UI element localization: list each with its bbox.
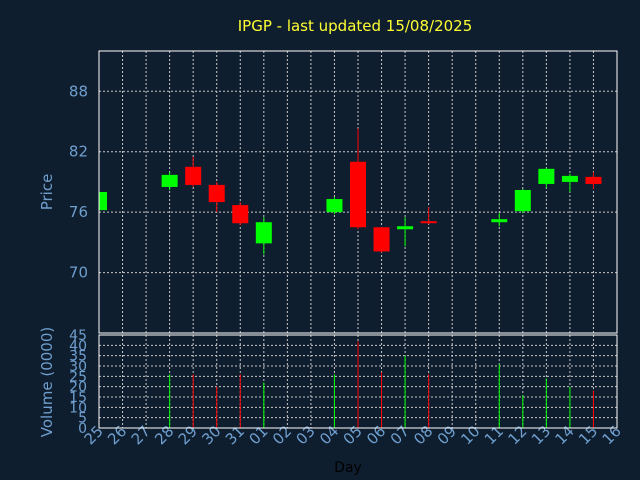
candle-body — [208, 184, 225, 203]
candle — [350, 128, 366, 230]
candle-body — [514, 189, 531, 212]
candle — [397, 217, 414, 247]
x-tick-label: 06 — [363, 422, 389, 448]
candle — [98, 189, 107, 213]
price-tick-label: 88 — [69, 82, 88, 100]
x-tick-label: 07 — [387, 422, 413, 448]
candle — [208, 181, 225, 213]
candle-body — [161, 174, 178, 187]
candle-body — [491, 219, 508, 223]
x-tick-label: 04 — [316, 422, 342, 448]
volume-tick-label: 0 — [78, 421, 87, 437]
candle-body — [397, 226, 414, 230]
price-plot-frame — [98, 50, 618, 334]
x-tick-label: 01 — [245, 422, 271, 448]
x-tick-labels: 2526272829303101020304050607080910111213… — [81, 422, 625, 448]
candle-body — [99, 192, 107, 211]
volume-tick-label: 25 — [69, 369, 87, 385]
candlestick-series — [98, 128, 602, 255]
x-tick-label: 05 — [340, 422, 366, 448]
volume-series — [169, 341, 594, 428]
volume-axis-label: Volume (0000) — [38, 327, 56, 437]
candle — [373, 227, 390, 253]
candle — [585, 171, 602, 189]
candle — [232, 202, 249, 226]
x-tick-label: 15 — [575, 422, 601, 448]
candle-body — [326, 199, 343, 213]
volume-tick-label: 35 — [69, 349, 87, 365]
x-tick-label: 14 — [552, 422, 578, 448]
candle-body — [373, 227, 390, 252]
volume-tick-label: 5 — [78, 411, 87, 427]
candle — [185, 156, 202, 187]
x-tick-label: 29 — [175, 422, 201, 448]
x-tick-label: 26 — [104, 422, 130, 448]
x-tick-label: 03 — [293, 422, 319, 448]
volume-tick-label: 15 — [69, 390, 87, 406]
x-tick-label: 13 — [528, 422, 554, 448]
x-tick-label: 02 — [269, 422, 295, 448]
price-tick-label: 76 — [69, 203, 88, 221]
x-tick-label: 27 — [128, 422, 154, 448]
x-tick-label: 30 — [198, 422, 224, 448]
price-tick-label: 82 — [69, 143, 88, 161]
candle — [420, 207, 437, 225]
volume-plot-frame — [98, 334, 618, 429]
candle-body — [350, 161, 366, 228]
x-tick-label: 28 — [151, 422, 177, 448]
x-tick-label: 09 — [434, 422, 460, 448]
candle — [514, 188, 531, 214]
price-tick-label: 70 — [69, 264, 88, 282]
chart-title: IPGP - last updated 15/08/2025 — [238, 17, 473, 35]
price-axis-label: Price — [38, 174, 56, 211]
volume-tick-label: 40 — [69, 338, 87, 354]
candle-body — [538, 168, 555, 184]
candle-body — [561, 175, 578, 182]
volume-tick-label: 30 — [69, 359, 87, 375]
x-tick-label: 12 — [504, 422, 530, 448]
x-axis-label: Day — [334, 460, 362, 476]
x-tick-label: 16 — [599, 422, 625, 448]
candle — [491, 213, 508, 227]
candle-body — [420, 221, 437, 224]
candle — [161, 171, 178, 190]
x-tick-label: 31 — [222, 422, 248, 448]
candle-body — [232, 205, 249, 224]
x-tick-label: 10 — [457, 422, 483, 448]
candle-body — [185, 166, 202, 185]
candle — [255, 217, 272, 255]
price-tick-labels: 70 76 82 88 — [69, 82, 88, 281]
candle — [326, 197, 343, 215]
x-tick-label: 08 — [410, 422, 436, 448]
candle — [538, 167, 555, 188]
x-tick-label: 11 — [481, 422, 507, 448]
candle-body — [255, 222, 272, 244]
volume-tick-label: 10 — [69, 400, 87, 416]
candle-body — [585, 176, 602, 184]
volume-tick-label: 20 — [69, 380, 87, 396]
candle — [561, 173, 578, 192]
volume-tick-label: 45 — [69, 328, 87, 344]
